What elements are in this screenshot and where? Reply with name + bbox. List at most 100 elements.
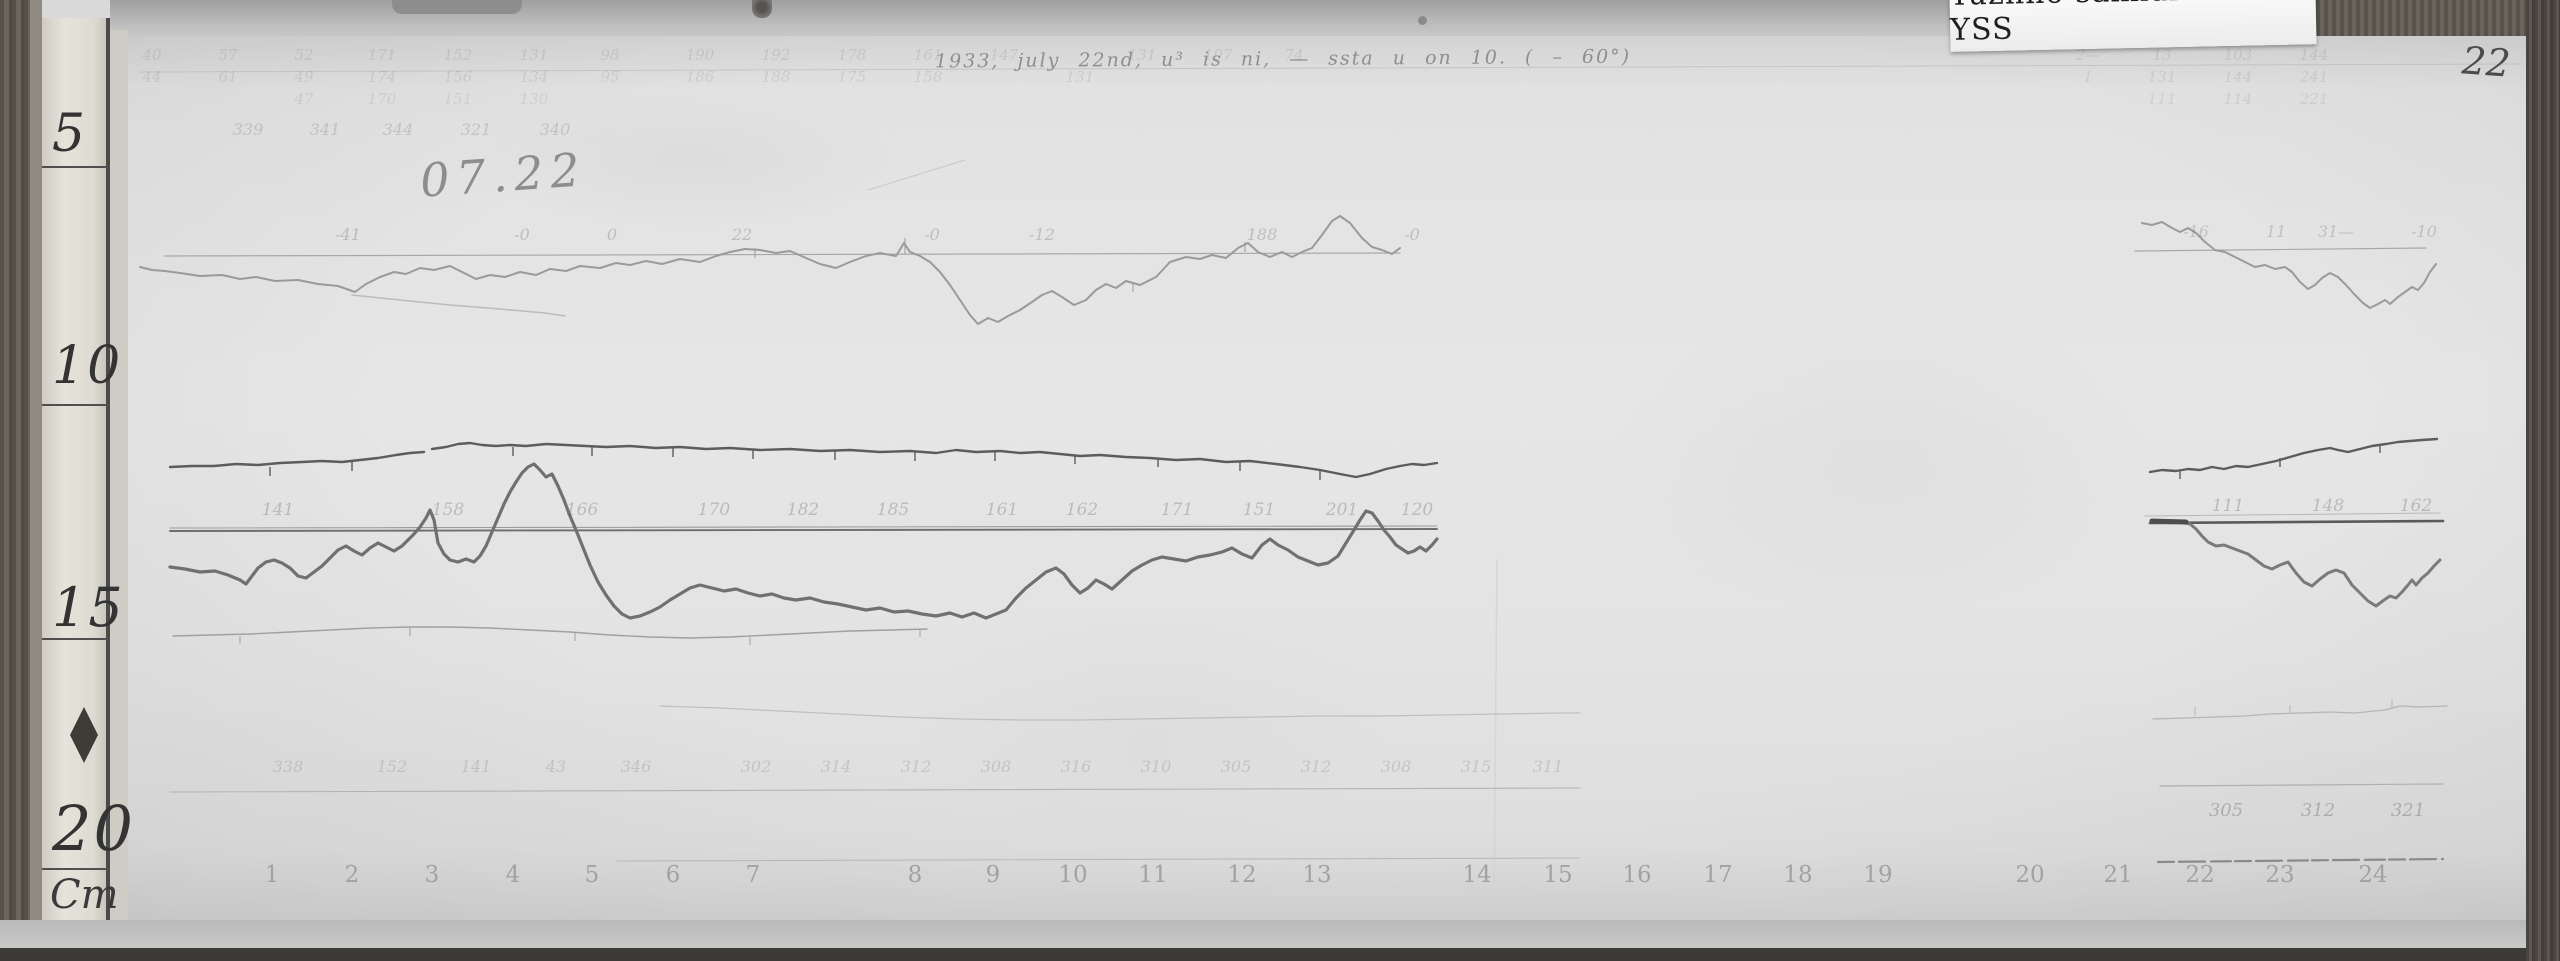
top-values-row-1: 74: [1284, 46, 1304, 64]
top-values-row-1: 190: [685, 46, 715, 64]
top-values-row-2: 44: [142, 68, 162, 86]
hour-axis-line-right: [2156, 857, 2445, 864]
lower-thin-trace: [172, 626, 928, 639]
top-trace-values: 0: [606, 225, 618, 244]
top-values-row-1: 178: [837, 46, 867, 64]
top-values-row-3: 114: [2223, 90, 2253, 108]
mid-trace-values: 201: [1325, 500, 1359, 520]
mid-baseline-right-dark: [2148, 519, 2445, 525]
top-baseline-right: [2134, 247, 2427, 252]
top-values-row-1: 144: [2299, 46, 2329, 64]
hour-label-16: 16: [1622, 862, 1652, 888]
sheet-left-edge: [110, 30, 128, 935]
top-values-row-1: 13: [2152, 46, 2172, 64]
top-values-row-1: 131: [1127, 46, 1157, 64]
hour-axis-line-main: [616, 857, 1581, 862]
wood-table-left: [0, 0, 30, 961]
top-values-row-2: 1: [2083, 68, 2093, 86]
table-bottom-band: [0, 920, 2560, 948]
top-trace-values-right: -10: [2411, 222, 2437, 241]
top-values-row-2: 156: [443, 68, 473, 86]
top-baseline-main: [164, 252, 1401, 257]
page-number: 22: [2460, 38, 2512, 86]
bottom-values: 308: [1380, 757, 1412, 776]
top-trace-values: 188: [1246, 225, 1278, 244]
bottom-line-main: [169, 787, 1581, 793]
z-right-start-blob: [2149, 518, 2189, 525]
z-trace-right: [2150, 519, 2442, 608]
bottom-values: 305: [1220, 757, 1252, 776]
mid-trace-values: 162: [1065, 500, 1099, 520]
top-values-row-2: 49: [294, 68, 314, 86]
top-values-row-1: 152: [443, 46, 473, 64]
mid-baseline-right-faint: [2144, 512, 2441, 517]
bottom-values-right: 321: [2390, 800, 2426, 821]
top-values-row-2: 144: [2223, 68, 2253, 86]
ruler-mark-15: 15: [52, 576, 125, 639]
top-values-row-2: 134: [519, 68, 549, 86]
top-values-row-1: 131: [519, 46, 549, 64]
top-trace-values-right: 11: [2265, 222, 2287, 241]
top-values-row-2: 186: [685, 68, 715, 86]
top-trace-values: -12: [1029, 225, 1055, 244]
top-values-row-1: 147: [989, 46, 1019, 64]
wood-table-right: [2526, 0, 2560, 961]
top-values-row-1: 171: [367, 46, 397, 64]
hour-label-21: 21: [2103, 862, 2133, 888]
top-values-row-2: 61: [218, 68, 238, 86]
ruler: [42, 18, 106, 943]
ruler-edge-shadow: [30, 0, 42, 961]
top-values-row-3: 130: [519, 90, 549, 108]
top-values-row-2: 131: [2147, 68, 2177, 86]
glass-clip: [392, 0, 522, 14]
top-values-row-2: 131: [1065, 68, 1095, 86]
hour-label-20: 20: [2015, 862, 2045, 888]
bottom-values: 302: [740, 757, 772, 776]
bottom-values: 315: [1460, 757, 1492, 776]
bottom-values: 310: [1140, 757, 1172, 776]
top-values-row-2: 174: [367, 68, 397, 86]
mid-trace-values-right: 162: [2399, 496, 2433, 516]
z-trace-main: [168, 462, 1439, 620]
vertical-crease: [1493, 559, 1498, 901]
hour-label-18: 18: [1783, 862, 1813, 888]
hour-label-10: 10: [1058, 862, 1088, 888]
pencil-row-340s: 339: [232, 120, 264, 139]
hour-label-12: 12: [1227, 862, 1257, 888]
hour-label-6: 6: [665, 862, 681, 888]
top-values-row-3: 170: [367, 90, 397, 108]
mid-baseline-faint: [169, 525, 1438, 529]
hour-label-22: 22: [2185, 862, 2215, 888]
hour-label-23: 23: [2265, 862, 2295, 888]
bottom-values: 338: [272, 757, 304, 776]
top-values-row-1: 107: [1203, 46, 1233, 64]
h-trace-right: [2148, 437, 2439, 474]
mid-trace-values: 185: [876, 500, 910, 520]
mid-baseline-dark: [169, 528, 1438, 532]
top-trace-values: -41: [335, 225, 361, 244]
top-values-row-3: 47: [294, 90, 314, 108]
ruler-division-line: [42, 166, 108, 168]
top-trace-main: [139, 215, 1401, 325]
hour-label-7: 7: [745, 862, 761, 888]
bottom-values: 312: [1300, 757, 1332, 776]
h-trace-main-b: [430, 441, 1439, 479]
hour-label-24: 24: [2358, 862, 2388, 888]
hour-label-14: 14: [1462, 862, 1492, 888]
paper-stain: [1600, 300, 2160, 620]
top-values-row-2: 188: [761, 68, 791, 86]
ruler-division-line: [42, 638, 108, 640]
ruler-mark-20: 20: [52, 792, 135, 865]
top-trace-right: [2141, 221, 2437, 309]
top-trace-values-right: 31—: [2317, 222, 2355, 241]
top-values-row-3: 111: [2147, 90, 2177, 108]
table-bottom-dark-strip: [0, 948, 2560, 961]
top-values-row-1: 103: [2223, 46, 2253, 64]
top-values-row-1: 98: [600, 46, 620, 64]
mid-trace-values: 166: [565, 500, 599, 520]
pencil-row-340s: 321: [460, 120, 492, 139]
sheet-top-edge-line: [139, 63, 2521, 73]
mid-trace-values: 170: [697, 500, 731, 520]
